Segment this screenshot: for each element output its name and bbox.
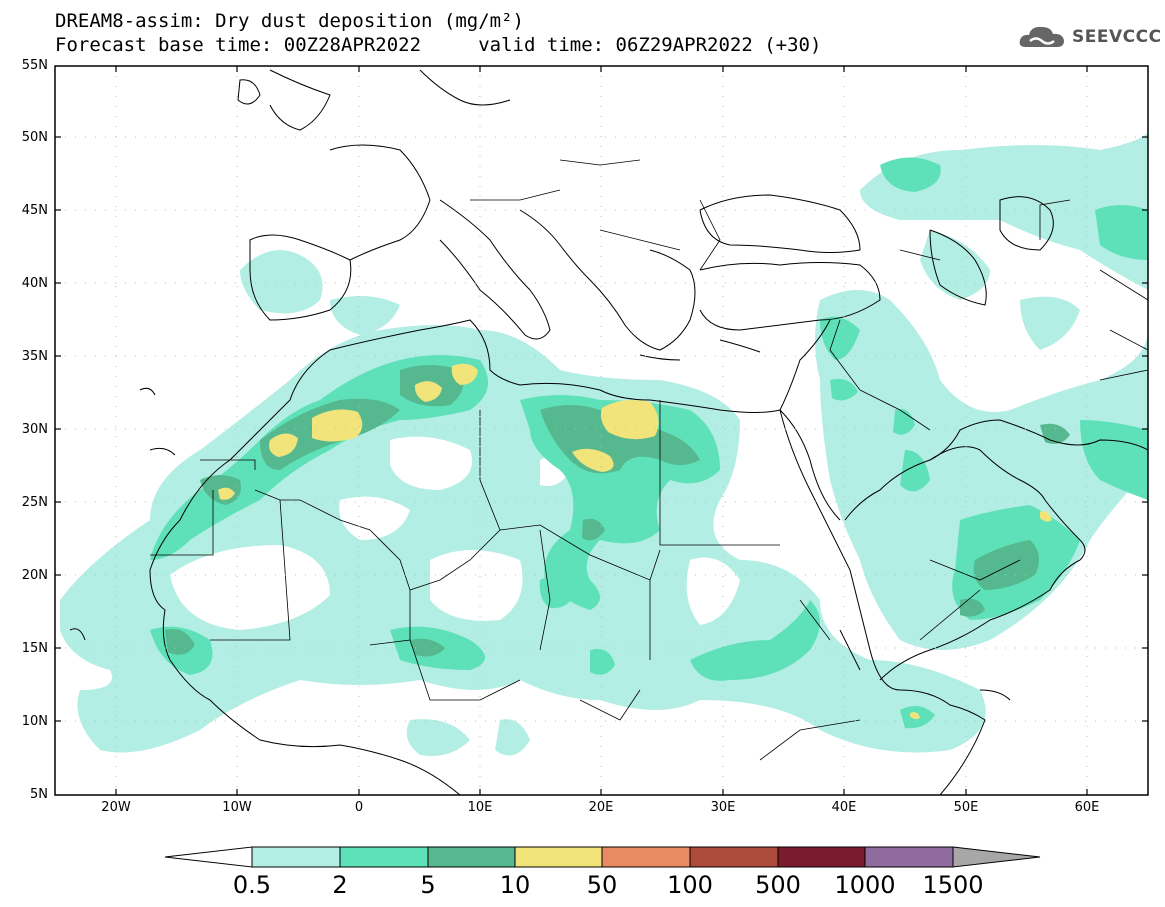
lon-label-20w: 20W [101, 800, 131, 815]
lat-label-50n: 50N [21, 130, 48, 145]
cloud-icon [1019, 26, 1064, 47]
colorbar-label-2: 2 [332, 871, 348, 899]
lon-label-30e: 30E [710, 800, 736, 815]
coastlines [69, 69, 1148, 795]
colorbar [164, 846, 1041, 868]
lat-label-45n: 45N [21, 203, 48, 218]
lat-label-40n: 40N [21, 276, 48, 291]
colorbar-bin-5 [427, 846, 516, 868]
colorbar-bin-2 [339, 846, 429, 868]
lat-label-30n: 30N [21, 422, 48, 437]
dust-field [55, 66, 1148, 795]
clear-areas [170, 436, 795, 630]
lon-label-50e: 50E [953, 800, 979, 815]
colorbar-bin-1000 [864, 846, 954, 868]
lat-label-5n: 5N [30, 787, 48, 802]
lon-label-40e: 40E [831, 800, 857, 815]
colorbar-label-5: 5 [420, 871, 436, 899]
lat-label-25n: 25N [21, 495, 48, 510]
lon-label-20e: 20E [588, 800, 614, 815]
borders [150, 159, 1148, 761]
colorbar-label-0-5: 0.5 [232, 871, 272, 899]
colorbar-bin-0-5 [251, 846, 341, 868]
colorbar-bin-50 [601, 846, 691, 868]
seevccc-logo: SEEVCCC [1018, 22, 1162, 52]
colorbar-low-arrow [164, 846, 253, 868]
colorbar-label-50: 50 [586, 871, 618, 899]
colorbar-label-1000: 1000 [834, 871, 896, 899]
map-title: DREAM8-assim: Dry dust deposition (mg/m²… [55, 10, 524, 32]
forecast-time-line: Forecast base time: 00Z28APR2022 valid t… [55, 34, 822, 56]
lat-label-20n: 20N [21, 568, 48, 583]
colorbar-label-1500: 1500 [922, 871, 984, 899]
axis-ticks [55, 66, 1148, 795]
lon-label-60e: 60E [1074, 800, 1100, 815]
colorbar-bin-10 [514, 846, 603, 868]
colorbar-label-100: 100 [667, 871, 713, 899]
lon-label-10w: 10W [222, 800, 252, 815]
grid-lines [55, 66, 1148, 795]
lat-label-35n: 35N [21, 349, 48, 364]
lat-label-10n: 10N [21, 714, 48, 729]
colorbar-label-10: 10 [499, 871, 531, 899]
lon-label-0: 0 [354, 800, 364, 815]
colorbar-bin-100 [689, 846, 779, 868]
colorbar-high-arrow [952, 846, 1041, 868]
lat-label-55n: 55N [21, 58, 48, 73]
lat-label-15n: 15N [21, 641, 48, 656]
colorbar-bin-500 [777, 846, 866, 868]
colorbar-label-500: 500 [755, 871, 801, 899]
logo-text: SEEVCCC [1072, 27, 1162, 47]
lon-label-10e: 10E [467, 800, 493, 815]
